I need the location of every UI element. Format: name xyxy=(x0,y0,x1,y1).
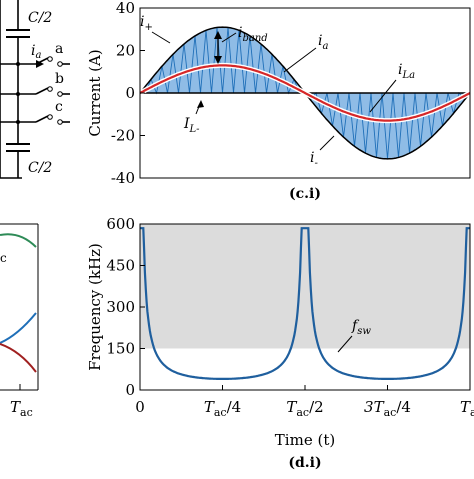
left-red-curve xyxy=(0,343,37,373)
annotation-iband: iband xyxy=(214,25,268,64)
left-partial-plot: c Tac xyxy=(0,223,39,419)
current-y-tick-label: 20 xyxy=(116,42,135,60)
left-blue-curve xyxy=(0,312,37,344)
node-a-label: a xyxy=(55,41,63,57)
current-band-fill xyxy=(140,27,470,159)
left-tac-label: Tac xyxy=(10,398,33,419)
current-y-ticks: -40 -20 0 20 40 xyxy=(111,0,145,187)
current-y-tick-label: 40 xyxy=(116,0,135,17)
chart-frequency: 0 150 300 450 600 0 Tac/4 Tac/2 3Tac/4 Tac Frequ… xyxy=(86,215,474,471)
current-y-tick-label: -20 xyxy=(111,127,135,145)
chart-current: -40 -20 0 20 40 Current (A) (c.i) i+ iband i… xyxy=(86,0,472,202)
circuit-fragment: C/2 C/2 ia a b c xyxy=(0,0,70,179)
svg-text:i+: i+ xyxy=(140,14,153,33)
svg-text:IL-: IL- xyxy=(183,116,200,135)
frequency-y-tick-label: 600 xyxy=(106,215,135,233)
frequency-x-tick-label: 3Tac/4 xyxy=(364,398,411,419)
left-c-label: c xyxy=(0,251,7,265)
svg-text:iLa: iLa xyxy=(398,62,415,81)
current-y-tick-label: -40 xyxy=(111,169,135,187)
frequency-caption: (d.i) xyxy=(288,455,321,471)
current-y-tick-label: 0 xyxy=(125,84,135,102)
annotation-iplus: i+ xyxy=(140,14,171,44)
frequency-x-ticks: 0 Tac/4 Tac/2 3Tac/4 Tac xyxy=(135,385,474,419)
svg-text:ia: ia xyxy=(318,33,328,52)
series-ia xyxy=(139,64,471,122)
left-green-curve xyxy=(0,233,37,248)
svg-text:fsw: fsw xyxy=(351,318,371,337)
annotation-fsw: fsw xyxy=(337,318,371,353)
frequency-x-tick-label: Tac/4 xyxy=(204,398,241,419)
frequency-y-tick-label: 0 xyxy=(125,381,135,399)
ia-label: ia xyxy=(31,43,41,61)
annotation-ila: iLa xyxy=(369,62,415,113)
frequency-y-tick-label: 450 xyxy=(106,257,135,275)
node-b-label: b xyxy=(55,71,64,87)
frequency-shaded-band xyxy=(140,224,470,349)
c-half-top-label: C/2 xyxy=(28,10,52,26)
frequency-y-axis-label: Frequency (kHz) xyxy=(86,243,104,371)
frequency-y-ticks: 0 150 300 450 600 xyxy=(106,215,145,399)
c-half-bottom-label: C/2 xyxy=(28,160,52,176)
annotation-iminus: i- xyxy=(310,135,335,169)
annotation-ilminus: IL- xyxy=(183,100,204,135)
current-y-axis-label: Current (A) xyxy=(86,49,104,136)
frequency-x-tick-label: Tac xyxy=(460,398,474,419)
frequency-x-tick-label: 0 xyxy=(135,398,145,416)
annotation-ia: ia xyxy=(283,33,328,73)
frequency-x-axis-label: Time (t) xyxy=(275,431,335,449)
frequency-y-tick-label: 150 xyxy=(106,340,135,358)
node-c-label: c xyxy=(55,99,63,115)
frequency-y-tick-label: 300 xyxy=(106,298,135,316)
current-band xyxy=(138,26,472,160)
current-caption: (c.i) xyxy=(289,186,321,202)
frequency-x-tick-label: Tac/2 xyxy=(286,398,323,419)
series-fsw xyxy=(140,227,470,380)
svg-text:i-: i- xyxy=(310,150,318,169)
svg-text:iband: iband xyxy=(238,25,268,44)
